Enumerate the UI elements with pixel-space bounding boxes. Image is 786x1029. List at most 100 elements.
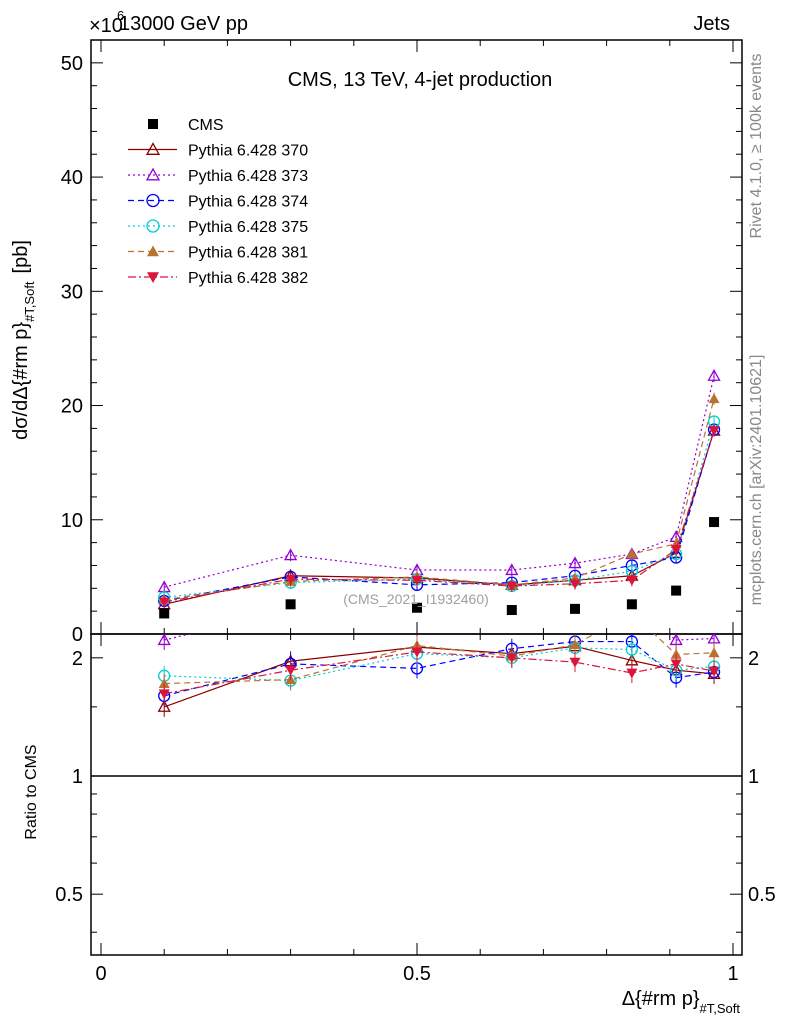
ratio-point <box>569 639 581 650</box>
legend-label: Pythia 6.428 375 <box>188 219 308 236</box>
ratio-point <box>411 647 423 658</box>
legend-entry: Pythia 6.428 374 <box>128 194 308 211</box>
legend-label: Pythia 6.428 373 <box>188 168 308 185</box>
legend-entry: Pythia 6.428 373 <box>128 167 308 185</box>
legend-label: CMS <box>188 117 224 134</box>
mcplots-label: mcplots.cern.ch [arXiv:2401.10621] <box>748 355 765 606</box>
y-axis-title-main: dσ/dΔ{#rm p} <box>10 322 32 440</box>
ratio-point <box>625 643 639 656</box>
ratio-point <box>285 665 297 676</box>
x-tick-label: 0 <box>95 963 106 985</box>
y-axis-title-sub: #T,Soft <box>22 281 37 322</box>
x-axis-title-sub: #T,Soft <box>700 1001 741 1016</box>
rivet-label-text: Rivet 4.1.0, ≥ 100k events <box>748 54 765 239</box>
series-line <box>164 398 715 601</box>
series-cms <box>159 517 720 619</box>
legend-marker <box>146 219 160 233</box>
series-line <box>164 430 715 603</box>
ratio-point <box>570 594 581 604</box>
legend-marker <box>147 245 159 257</box>
ratio-point <box>157 634 171 646</box>
ratio-y-tick-label: 0.5 <box>55 884 83 906</box>
legend-marker <box>148 119 158 129</box>
legend-label: Pythia 6.428 370 <box>188 143 308 160</box>
ratio-series-group <box>157 594 721 717</box>
legend-marker <box>147 272 159 283</box>
series-line <box>164 375 715 588</box>
ratio-point <box>670 659 682 670</box>
ratio-point <box>708 647 720 658</box>
data-point <box>158 597 170 608</box>
series-pythia-6-428-375 <box>158 415 721 604</box>
legend-label: Pythia 6.428 374 <box>188 194 308 211</box>
legend-label: Pythia 6.428 382 <box>188 270 308 287</box>
ratio-point <box>158 689 170 700</box>
data-point <box>283 548 298 561</box>
series-pythia-6-428-370 <box>157 423 721 611</box>
data-point <box>159 608 170 619</box>
data-point <box>411 575 423 586</box>
y-axis-title-unit: [pb] <box>10 240 32 273</box>
legend-entry: Pythia 6.428 370 <box>128 142 308 160</box>
series-line <box>164 421 715 599</box>
ratio-y-tick-label-right: 0.5 <box>748 884 776 906</box>
data-point <box>506 581 518 592</box>
ratio-line <box>164 634 715 641</box>
series-pythia-6-428-382 <box>158 424 720 609</box>
svg-text:dσ/dΔ{#rm p}#T,Soft[pb]: dσ/dΔ{#rm p}#T,Soft [pb] <box>10 240 37 440</box>
y-tick-label: 0 <box>72 624 83 646</box>
mcplots-label-text: mcplots.cern.ch [arXiv:2401.10621] <box>748 355 765 606</box>
ratio-panel-frame <box>90 633 743 956</box>
data-point <box>285 574 297 585</box>
data-point <box>709 517 720 528</box>
data-point <box>708 426 720 437</box>
data-point <box>707 369 721 381</box>
legend-entry: CMS <box>148 117 224 134</box>
ratio-point <box>569 657 581 668</box>
data-point <box>626 548 638 559</box>
exponent-power: 6 <box>117 8 124 23</box>
chart-title: CMS, 13 TeV, 4-jet production <box>288 69 553 91</box>
data-point <box>506 605 517 616</box>
legend-entry: Pythia 6.428 381 <box>128 245 308 262</box>
y-tick-label: 20 <box>61 396 83 418</box>
ratio-axis-title: Ratio to CMS <box>23 744 40 839</box>
data-point <box>570 603 580 614</box>
ratio-line <box>164 651 715 695</box>
header-right: Jets <box>693 13 730 35</box>
series-line <box>164 429 715 602</box>
rivet-label: Rivet 4.1.0, ≥ 100k events <box>748 54 765 239</box>
legend-label: Pythia 6.428 381 <box>188 245 308 262</box>
data-point <box>671 585 682 596</box>
ratio-point <box>626 668 638 679</box>
data-point <box>505 563 519 576</box>
ratio-y-tick-label: 1 <box>72 766 83 788</box>
data-point <box>708 393 720 404</box>
ratio-point <box>157 700 171 712</box>
data-point <box>568 556 582 569</box>
ratio-point <box>158 678 170 688</box>
y-tick-label: 10 <box>61 510 83 532</box>
watermark: (CMS_2021_I1932460) <box>343 591 489 607</box>
y-axis-title: dσ/dΔ{#rm p}#T,Soft [pb] <box>10 240 37 440</box>
legend-marker <box>145 142 161 155</box>
ratio-point <box>670 648 682 659</box>
ratio-line <box>164 640 715 697</box>
data-point <box>626 599 637 610</box>
legend-entry: Pythia 6.428 375 <box>128 219 308 236</box>
x-axis-title: Δ{#rm p}#T,Soft <box>622 988 741 1016</box>
legend-entry: Pythia 6.428 382 <box>128 270 308 287</box>
svg-text:Δ{#rm p}#T,Soft: Δ{#rm p}#T,Soft <box>622 988 741 1016</box>
x-tick-label: 0.5 <box>403 963 431 985</box>
ratio-point <box>506 653 518 664</box>
data-point <box>285 599 296 610</box>
y-tick-label: 40 <box>61 167 83 189</box>
ratio-y-tick-label-right: 2 <box>748 648 759 670</box>
x-axis-title-main: Δ{#rm p} <box>622 988 700 1010</box>
data-point <box>412 602 422 613</box>
header-left: 13000 GeV pp <box>119 13 248 35</box>
legend-marker <box>146 193 160 208</box>
x-tick-label: 1 <box>727 963 738 985</box>
